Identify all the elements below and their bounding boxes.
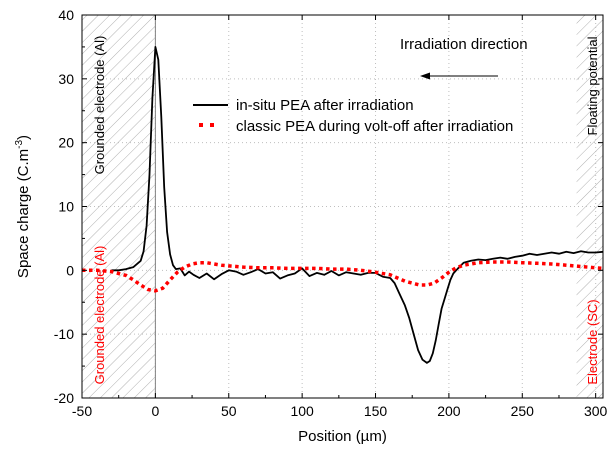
y-tick-label: -20 [54,390,74,406]
grounded-electrode-label-top: Grounded electrode (Al) [92,36,107,175]
y-axis-label-main: Space charge (C.m [15,149,32,278]
legend-swatch-classic-b [210,123,214,127]
electrode-sc-label: Electrode (SC) [585,299,600,384]
x-tick-label: 0 [151,403,159,419]
y-tick-label: 0 [66,262,74,278]
legend-swatch-classic-a [199,123,203,127]
x-tick-label: 150 [364,403,388,419]
x-tick-label: 50 [221,403,237,419]
series-classic-line [82,260,603,293]
legend-label-in-situ: in-situ PEA after irradiation [236,97,414,114]
y-tick-label: 10 [58,199,74,215]
x-tick-label: 200 [437,403,461,419]
floating-potential-label: Floating potential [585,36,600,135]
legend-label-classic: classic PEA during volt-off after irradi… [236,118,513,135]
y-tick-label: 30 [58,71,74,87]
series-in-situ-line [111,46,603,364]
y-axis-label-close: ) [15,135,32,140]
grid [82,15,603,398]
y-tick-label: 40 [58,7,74,23]
y-tick-label: -10 [54,326,74,342]
y-axis-label: Space charge (C.m-3) [14,135,32,278]
irradiation-direction-label: Irradiation direction [400,36,528,53]
x-tick-label: 300 [584,403,608,419]
x-tick-label: -50 [72,403,92,419]
x-tick-label: 250 [511,403,535,419]
grounded-electrode-label-bottom: Grounded electrode (Al) [92,246,107,385]
x-tick-label: 100 [290,403,314,419]
irradiation-arrow-head [420,72,430,80]
y-axis-label-superscript: -3 [14,140,25,149]
x-axis-label: Position (µm) [298,428,387,445]
y-tick-label: 20 [58,135,74,151]
